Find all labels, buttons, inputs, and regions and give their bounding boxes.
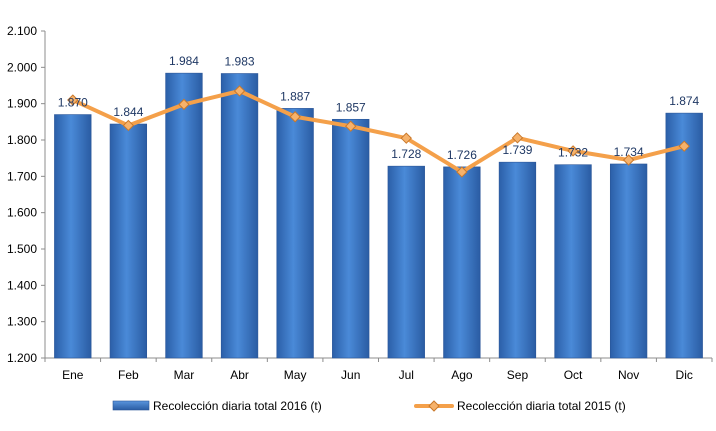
y-tick-label: 1.900 [7, 97, 37, 111]
bar-data-label: 1.984 [169, 54, 199, 68]
legend: Recolección diaria total 2016 (t) Recolec… [112, 399, 626, 413]
y-tick-label: 1.400 [7, 278, 37, 292]
bar-2016 [498, 161, 537, 359]
bar-data-label: 1.732 [558, 146, 588, 160]
y-tick-label: 1.700 [7, 169, 37, 183]
line-2015-marker [122, 119, 135, 132]
x-tick-label: Ene [62, 368, 84, 382]
x-tick-label: May [284, 368, 307, 382]
bar-2016 [609, 163, 648, 359]
bar-2016 [443, 166, 481, 359]
line-2015-marker [67, 94, 79, 106]
y-tick-label: 1.300 [7, 315, 37, 329]
x-tick-label: Dic [676, 368, 693, 382]
legend-swatch-2015-marker [428, 400, 440, 412]
line-2015-marker [289, 111, 301, 123]
line-2015-marker [511, 132, 524, 144]
line-layer [67, 85, 690, 178]
data-label-layer: 1.870 1.844 1.984 1.983 1.887 1.857 1.728 1.726… [58, 54, 700, 162]
bar-data-label: 1.726 [447, 148, 477, 162]
x-tick-label: Jun [341, 368, 360, 382]
line-2015-marker [233, 85, 246, 97]
line-2015-marker [678, 140, 690, 152]
bar-2016 [554, 164, 592, 359]
x-tick-label: Abr [230, 368, 249, 382]
x-tick-label: Feb [118, 368, 139, 382]
x-tick-label: Nov [618, 368, 639, 382]
y-tick-label: 1.600 [7, 206, 37, 220]
y-tick-label: 2.000 [7, 60, 37, 74]
axis-layer: 1.200 1.300 1.400 1.500 1.600 1.700 1.800 1.900… [7, 24, 713, 382]
line-2015-marker [400, 132, 412, 144]
bar-data-label: 1.728 [391, 147, 421, 161]
legend-label-2016: Recolección diaria total 2016 (t) [153, 399, 322, 413]
y-tick-label: 2.100 [7, 24, 37, 38]
bar-2016 [220, 73, 259, 359]
bar-2016 [276, 108, 314, 359]
x-tick-label: Sep [507, 368, 529, 382]
line-2015-marker [456, 166, 468, 178]
legend-swatch-2016 [112, 400, 150, 411]
bar-layer [54, 72, 703, 359]
bar-data-label: 1.870 [58, 96, 88, 110]
x-tick-label: Jul [399, 368, 414, 382]
bar-data-label: 1.739 [502, 143, 532, 157]
y-tick-label: 1.800 [7, 133, 37, 147]
bar-data-label: 1.887 [280, 89, 310, 103]
bar-data-label: 1.874 [669, 94, 699, 108]
y-tick-label: 1.200 [7, 351, 37, 365]
line-2015-marker [567, 145, 579, 157]
y-tick-label: 1.500 [7, 242, 37, 256]
x-tick-label: Oct [564, 368, 583, 382]
bar-data-label: 1.734 [614, 145, 644, 159]
bar-2016 [109, 123, 148, 359]
x-tick-label: Ago [451, 368, 473, 382]
bar-data-label: 1.857 [336, 100, 366, 114]
line-2015-marker [345, 120, 357, 132]
legend-label-2015: Recolección diaria total 2015 (t) [457, 399, 626, 413]
bar-data-label: 1.844 [113, 105, 143, 119]
bar-2016 [332, 118, 370, 359]
line-2015 [70, 88, 687, 174]
bar-2016 [665, 112, 703, 359]
line-2015-marker [622, 154, 635, 166]
bar-data-label: 1.983 [225, 55, 255, 69]
line-2015-marker [178, 98, 190, 111]
bar-2016 [54, 114, 92, 359]
bar-2016 [387, 165, 425, 359]
bar-2016 [165, 72, 203, 359]
x-tick-label: Mar [174, 368, 195, 382]
